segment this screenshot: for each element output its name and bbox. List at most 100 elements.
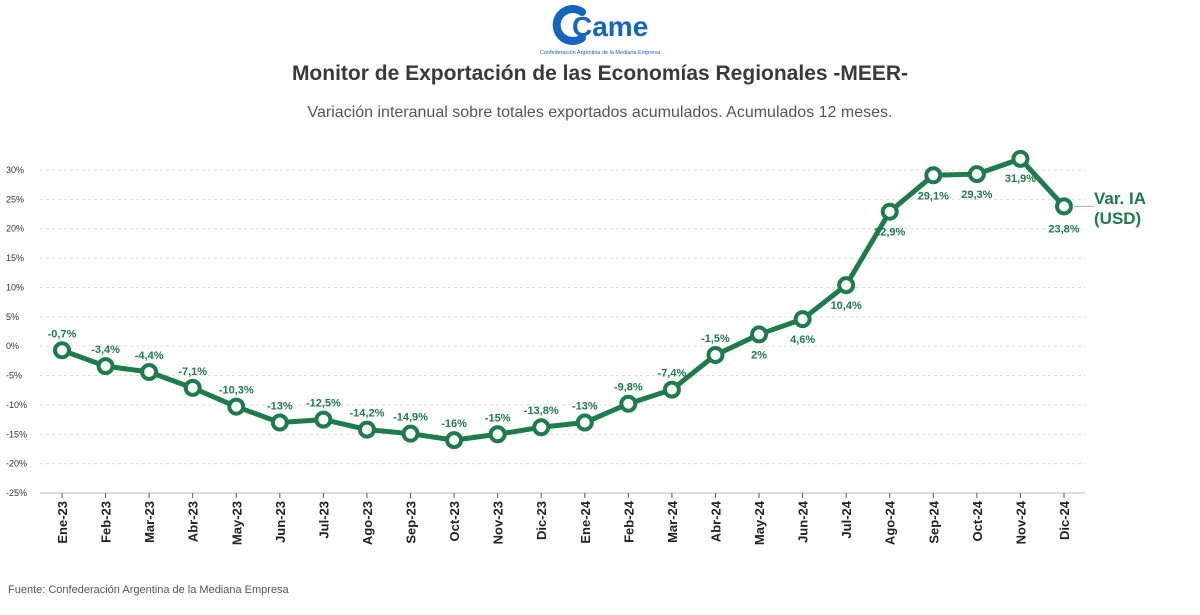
data-point	[575, 413, 594, 432]
data-point	[837, 276, 856, 295]
y-tick-label: -10%	[6, 400, 27, 410]
data-label: -13%	[267, 401, 293, 413]
data-label: -7,4%	[658, 368, 687, 380]
chart-title: Monitor de Exportación de las Economías …	[291, 62, 909, 85]
x-tick-label: Ene-24	[578, 500, 593, 543]
data-label: 29,1%	[918, 190, 949, 202]
x-tick-label: Dic-24	[1057, 500, 1072, 540]
x-tick-label: Jun-24	[796, 500, 811, 543]
logo-subtitle: Confederación Argentina de la Mediana Em…	[540, 50, 661, 56]
came-logo-graphic: Came Confederación Argentina de la Media…	[540, 5, 661, 56]
data-point	[53, 341, 71, 360]
y-tick-label: 25%	[6, 194, 24, 204]
data-point	[1011, 149, 1030, 168]
data-point	[183, 378, 202, 397]
x-tick-label: Abr-24	[708, 500, 723, 542]
data-label: -9,8%	[614, 382, 643, 394]
y-axis: 30% 25% 20% 15% 10% 5% 0% -5% -10% -15% -20% -25%	[6, 165, 27, 498]
chart-subtitle: Variación interanual sobre totales expor…	[307, 104, 893, 121]
y-tick-label: 15%	[6, 253, 24, 263]
data-point	[793, 310, 812, 329]
data-point	[532, 418, 551, 437]
data-point	[488, 425, 507, 444]
data-label: 22,9%	[874, 227, 905, 239]
data-point	[401, 424, 420, 443]
x-tick-label: Nov-24	[1013, 500, 1028, 544]
x-tick-label: Mar-23	[142, 501, 157, 543]
series-line	[59, 156, 1067, 443]
data-point	[1055, 197, 1073, 216]
x-tick-label: Oct-23	[447, 501, 462, 541]
data-point	[662, 380, 681, 399]
x-tick-label: Jun-23	[273, 501, 288, 543]
data-label: -13%	[572, 401, 598, 413]
x-tick-label: Oct-24	[970, 500, 985, 541]
y-tick-label: 30%	[6, 165, 24, 175]
series-end-label: Var. IA(USD)	[1072, 189, 1146, 228]
series-var-ia	[53, 149, 1073, 450]
y-tick-label: 10%	[6, 282, 24, 292]
y-tick-label: -25%	[6, 488, 27, 498]
x-tick-label: Feb-24	[621, 500, 636, 543]
end-label-line: (USD)	[1094, 209, 1141, 228]
data-label: 10,4%	[831, 300, 862, 312]
data-label: -0,7%	[48, 328, 77, 340]
x-tick-label: May-23	[229, 501, 244, 545]
x-tick-label: Ago-24	[883, 500, 898, 545]
data-label: -16%	[441, 418, 467, 430]
x-tick-label: Jul-23	[316, 501, 331, 539]
x-tick-label: Sep-24	[926, 500, 941, 543]
data-point	[880, 202, 899, 221]
data-point	[270, 413, 289, 432]
logo-wordmark: Came	[572, 11, 648, 42]
data-label: -10,3%	[219, 385, 254, 397]
x-tick-label: Mar-24	[665, 500, 680, 543]
x-tick-label: Dic-23	[534, 501, 549, 540]
y-tick-label: 20%	[6, 224, 24, 234]
x-tick-label: Jul-24	[839, 500, 854, 538]
data-point	[314, 410, 333, 429]
x-tick-label: Feb-23	[99, 501, 114, 543]
data-label: -1,5%	[701, 333, 730, 345]
data-point	[445, 431, 464, 450]
data-label: -14,9%	[393, 412, 428, 424]
data-point	[967, 165, 986, 184]
x-tick-label: Ene-23	[55, 501, 70, 544]
x-axis: Ene-23 Feb-23 Mar-23 Abr-23 May-23 Jun-23 Jul-…	[40, 492, 1085, 545]
data-point	[750, 325, 769, 344]
y-tick-label: -5%	[6, 371, 22, 381]
data-point	[140, 363, 159, 382]
source-note: Fuente: Confederación Argentina de la Me…	[8, 584, 289, 596]
data-label: 29,3%	[961, 189, 992, 201]
data-labels: -0,7% -3,4% -4,4% -7,1% -10,3% -13% -12,5% -14,…	[48, 173, 1080, 430]
x-tick-label: May-24	[752, 500, 767, 545]
end-label-line: Var. IA	[1094, 189, 1146, 208]
chart-grid	[40, 169, 1085, 494]
x-tick-label: Abr-23	[186, 501, 201, 542]
data-label: 4,6%	[790, 334, 815, 346]
data-label: -4,4%	[135, 350, 164, 362]
x-tick-label: Sep-23	[404, 501, 419, 544]
data-label: -15%	[485, 412, 511, 424]
data-point	[357, 420, 376, 439]
data-point	[227, 397, 246, 416]
y-tick-label: 5%	[6, 312, 19, 322]
data-point	[706, 345, 725, 364]
data-label: 31,9%	[1005, 173, 1036, 185]
data-point	[96, 357, 115, 376]
data-point	[619, 394, 638, 413]
logo-c-shape	[552, 5, 586, 45]
y-tick-label: 0%	[6, 341, 19, 351]
x-tick-label: Nov-23	[491, 501, 506, 544]
x-tick-label: Ago-23	[360, 501, 375, 545]
data-label: -14,2%	[350, 408, 385, 420]
data-label: -7,1%	[178, 366, 207, 378]
data-label: -3,4%	[91, 344, 120, 356]
y-tick-label: -20%	[6, 459, 27, 469]
data-point	[924, 166, 943, 185]
y-tick-label: -15%	[6, 429, 27, 439]
data-label: -13,8%	[524, 405, 559, 417]
data-label: 23,8%	[1048, 223, 1079, 235]
data-label: -12,5%	[306, 398, 341, 410]
